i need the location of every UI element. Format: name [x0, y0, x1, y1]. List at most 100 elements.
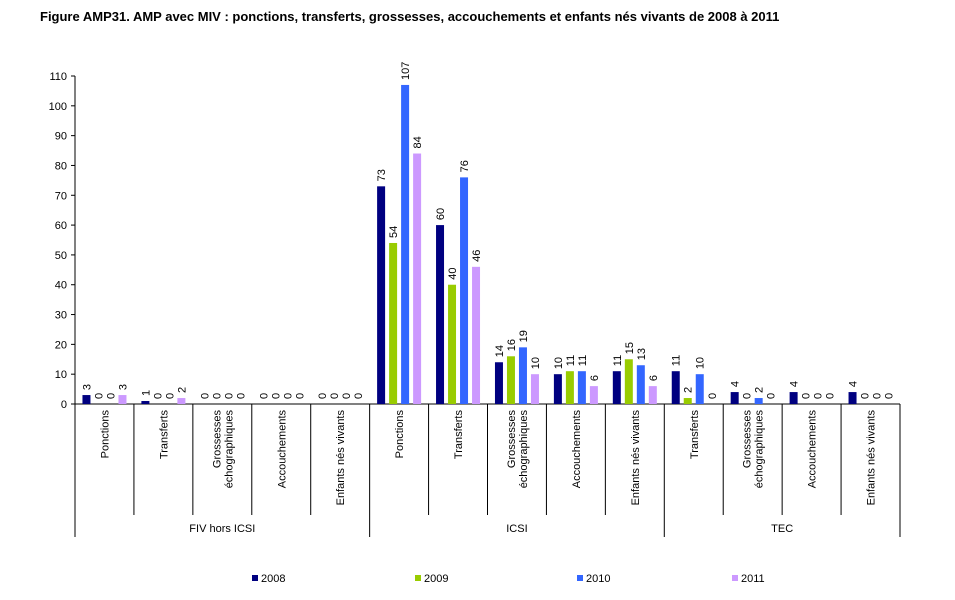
data-label: 6	[648, 375, 660, 381]
data-label: 11	[577, 355, 589, 366]
x-group-label: TEC	[771, 523, 793, 535]
bar-2009	[506, 356, 515, 404]
x-category-label: Accouchements	[276, 410, 288, 489]
data-label: 0	[353, 393, 365, 399]
data-label: 3	[81, 384, 93, 390]
x-category-label: Accouchements	[571, 410, 583, 489]
data-label: 11	[612, 355, 624, 366]
data-label: 0	[282, 393, 294, 399]
y-tick-label: 70	[55, 190, 67, 202]
y-tick-label: 50	[55, 250, 67, 262]
data-label: 0	[270, 393, 282, 399]
x-category-label: échographiques	[223, 410, 235, 489]
data-label: 11	[671, 355, 683, 366]
data-label: 14	[494, 345, 506, 357]
y-tick-label: 40	[55, 280, 67, 292]
data-label: 10	[530, 357, 542, 369]
data-label: 60	[435, 208, 447, 220]
data-label: 6	[589, 375, 601, 381]
data-label: 0	[707, 393, 719, 399]
legend-swatch-2010	[577, 575, 583, 581]
bar-2008	[141, 401, 150, 404]
bar-2009	[624, 359, 633, 404]
data-label: 0	[223, 393, 235, 399]
x-category-label: Transferts	[453, 410, 465, 460]
x-category-label: Grossesses	[742, 410, 754, 469]
data-label: 0	[258, 393, 270, 399]
data-label: 4	[730, 381, 742, 387]
legend-label: 2010	[586, 573, 610, 585]
bar-2008	[82, 395, 91, 404]
y-tick-label: 90	[55, 131, 67, 143]
x-group-label: ICSI	[506, 523, 527, 535]
x-category-label: Accouchements	[807, 410, 819, 489]
data-label: 0	[105, 393, 117, 399]
bar-2008	[848, 392, 857, 404]
data-label: 0	[860, 393, 872, 399]
data-label: 0	[317, 393, 329, 399]
chart-title: Figure AMP31. AMP avec MIV : ponctions, …	[40, 9, 780, 24]
data-label: 0	[766, 393, 778, 399]
data-label: 2	[754, 387, 766, 393]
data-label: 0	[199, 393, 211, 399]
x-category-label: Enfants nés vivants	[866, 410, 878, 506]
data-label: 2	[683, 387, 695, 393]
data-label: 73	[376, 169, 388, 181]
legend-label: 2011	[741, 573, 765, 585]
x-category-label: Grossesses	[211, 410, 223, 469]
data-label: 0	[329, 393, 341, 399]
x-category-label: Grossesses	[506, 410, 518, 469]
y-tick-label: 10	[55, 369, 67, 381]
data-label: 76	[459, 160, 471, 172]
bar-2011	[413, 153, 422, 404]
data-label: 13	[636, 348, 648, 360]
x-category-label: Enfants nés vivants	[630, 410, 642, 506]
data-label: 0	[884, 393, 896, 399]
bar-2008	[612, 371, 621, 404]
y-tick-label: 110	[49, 71, 67, 83]
bar-2011	[530, 374, 539, 404]
bar-2009	[389, 242, 398, 404]
data-label: 54	[388, 226, 400, 238]
x-category-label: échographiques	[754, 410, 766, 489]
data-label: 107	[400, 62, 412, 80]
bar-2011	[118, 395, 127, 404]
data-label: 2	[176, 387, 188, 393]
data-label: 10	[553, 357, 565, 369]
y-tick-label: 60	[55, 220, 67, 232]
data-label: 10	[695, 357, 707, 369]
bar-2008	[789, 392, 798, 404]
data-label: 0	[93, 393, 105, 399]
bar-2011	[648, 386, 657, 404]
legend-label: 2008	[261, 573, 285, 585]
x-category-label: Ponctions	[394, 410, 406, 459]
bar-2008	[436, 225, 445, 404]
x-category-label: Enfants nés vivants	[335, 410, 347, 506]
legend-swatch-2008	[252, 575, 258, 581]
bar-2010	[577, 371, 586, 404]
data-label: 46	[471, 250, 483, 262]
data-label: 0	[872, 393, 884, 399]
bar-2008	[730, 392, 739, 404]
data-label: 15	[624, 342, 636, 354]
data-label: 11	[565, 355, 577, 366]
legend-label: 2009	[424, 573, 448, 585]
x-category-label: Transferts	[689, 410, 701, 460]
data-label: 0	[211, 393, 223, 399]
bar-2011	[177, 398, 186, 404]
bar-2010	[460, 177, 469, 404]
y-tick-label: 80	[55, 160, 67, 172]
data-label: 4	[848, 381, 860, 387]
data-label: 0	[825, 393, 837, 399]
data-label: 0	[801, 393, 813, 399]
data-label: 0	[164, 393, 176, 399]
data-label: 0	[813, 393, 825, 399]
data-label: 0	[235, 393, 247, 399]
bar-2008	[494, 362, 503, 404]
bar-2011	[472, 266, 481, 404]
bar-2009	[565, 371, 574, 404]
data-label: 19	[518, 330, 530, 342]
y-tick-label: 0	[61, 399, 67, 411]
bar-2008	[553, 374, 562, 404]
